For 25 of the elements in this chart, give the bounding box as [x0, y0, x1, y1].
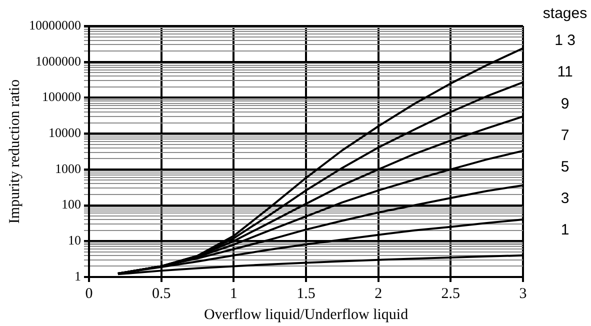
y-tick-label: 1 [74, 268, 81, 284]
x-tick-label: 0 [85, 286, 93, 302]
legend-title: stages [542, 5, 588, 22]
text: 9 [560, 95, 570, 112]
x-axis-title: Overflow liquid/Underflow liquid [204, 306, 409, 323]
y-tick-label: 10000000 [29, 17, 81, 32]
text: 1 3 [554, 32, 576, 50]
x-tick-label: 2 [374, 286, 382, 302]
text: 11 [557, 64, 573, 81]
y-axis-title: Impurity reduction ratio [6, 79, 23, 224]
x-tick-label: 0.5 [152, 286, 171, 302]
x-tick-label: 2.5 [441, 286, 460, 302]
y-tick-label: 10000 [48, 124, 81, 140]
text: 7 [560, 126, 570, 144]
text: 1 [560, 222, 570, 239]
y-tick-label: 1000 [55, 160, 81, 176]
text: 5 [560, 158, 570, 176]
y-tick-label: 10 [68, 232, 81, 248]
y-tick-label: 100 [62, 196, 81, 212]
x-tick-label: 3 [519, 286, 527, 302]
text: 3 [560, 190, 570, 207]
x-tick-label: 1.5 [296, 286, 316, 302]
y-tick-label: 1000000 [36, 53, 81, 68]
y-tick-label: 100000 [42, 89, 81, 104]
x-tick-label: 1 [230, 286, 238, 302]
